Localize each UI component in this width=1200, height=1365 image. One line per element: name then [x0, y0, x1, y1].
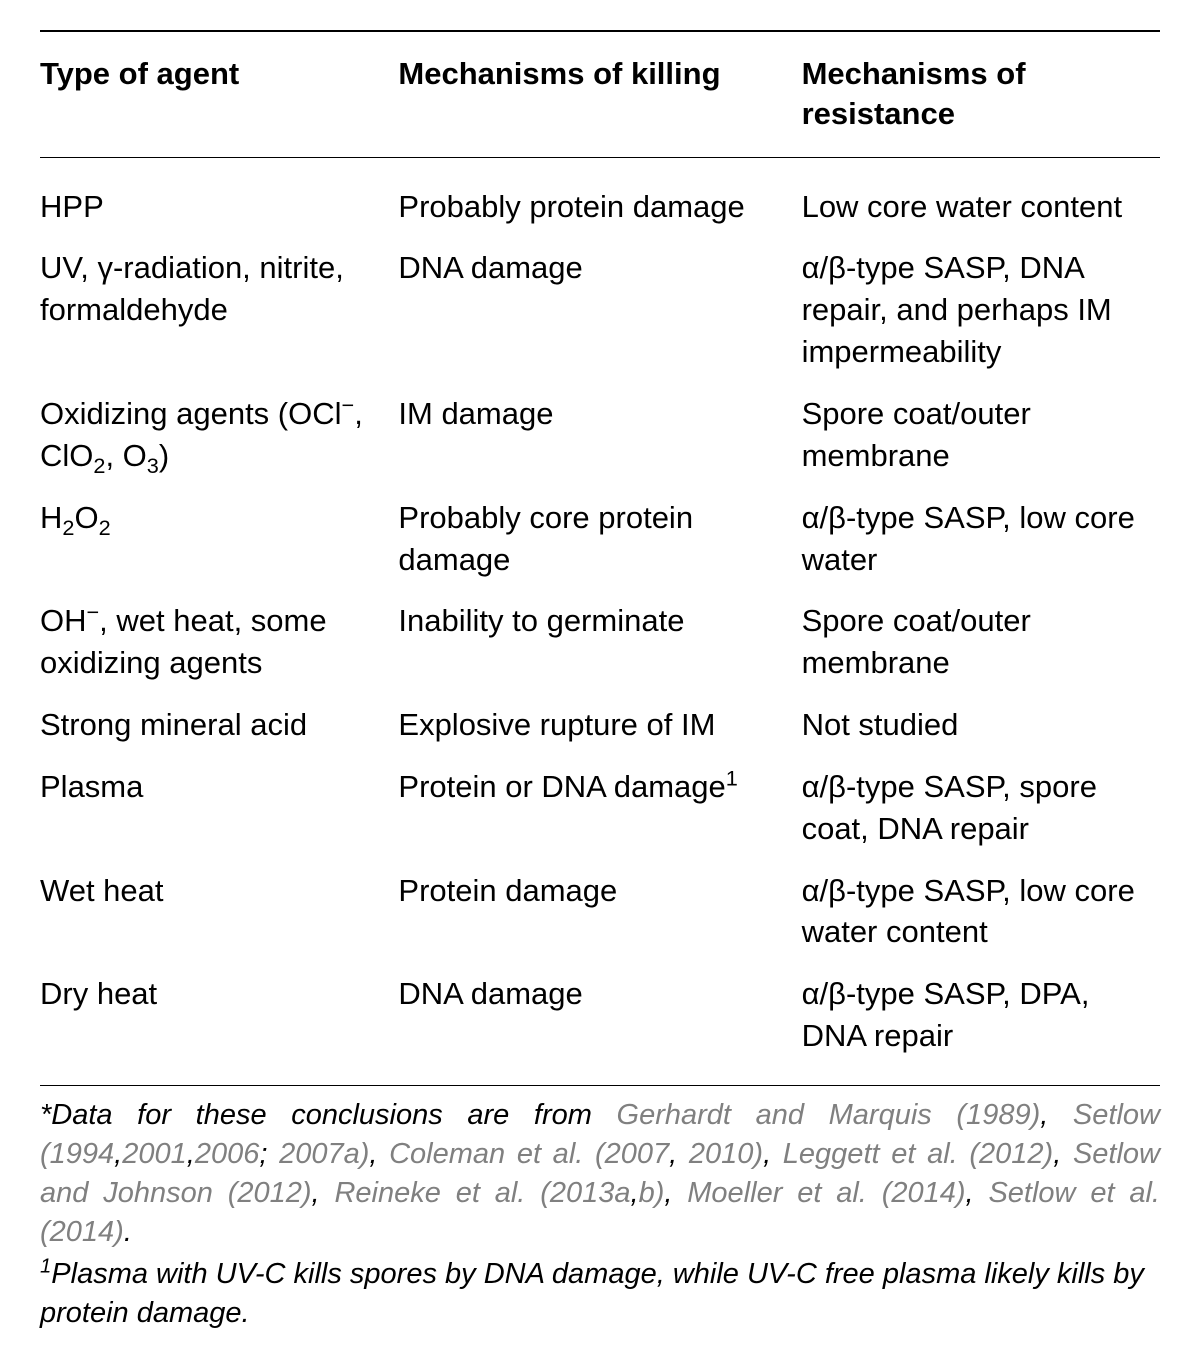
cell-agent: Dry heat — [40, 963, 398, 1085]
table-row: UV, γ-radiation, nitrite, formaldehydeDN… — [40, 237, 1160, 383]
cell-agent: OH−, wet heat, some oxidizing agents — [40, 590, 398, 694]
cell-resistance: α/β-type SASP, DNA repair, and perhaps I… — [802, 237, 1160, 383]
cell-agent: UV, γ-radiation, nitrite, formaldehyde — [40, 237, 398, 383]
col-header-agent: Type of agent — [40, 31, 398, 157]
cell-killing: IM damage — [398, 383, 801, 487]
table-row: PlasmaProtein or DNA damage1α/β-type SAS… — [40, 756, 1160, 860]
cell-resistance: Spore coat/outer membrane — [802, 383, 1160, 487]
footnote-plasma: 1Plasma with UV-C kills spores by DNA da… — [40, 1255, 1160, 1333]
cell-agent: Wet heat — [40, 860, 398, 964]
table-row: Dry heatDNA damageα/β-type SASP, DPA, DN… — [40, 963, 1160, 1085]
cell-resistance: Low core water content — [802, 157, 1160, 237]
cell-resistance: Not studied — [802, 694, 1160, 756]
cell-killing: Explosive rupture of IM — [398, 694, 801, 756]
cell-agent: Oxidizing agents (OCl−, ClO2, O3) — [40, 383, 398, 487]
col-header-resistance: Mechanisms of resistance — [802, 31, 1160, 157]
cell-agent: Plasma — [40, 756, 398, 860]
cell-resistance: α/β-type SASP, low core water content — [802, 860, 1160, 964]
cell-resistance: Spore coat/outer membrane — [802, 590, 1160, 694]
col-header-killing: Mechanisms of killing — [398, 31, 801, 157]
cell-killing: Inability to germinate — [398, 590, 801, 694]
cell-resistance: α/β-type SASP, low core water — [802, 487, 1160, 591]
table-row: Wet heatProtein damageα/β-type SASP, low… — [40, 860, 1160, 964]
table-row: HPPProbably protein damageLow core water… — [40, 157, 1160, 237]
table-body: HPPProbably protein damageLow core water… — [40, 157, 1160, 1085]
footnote-sources: *Data for these conclusions are from Ger… — [40, 1096, 1160, 1253]
cell-killing: DNA damage — [398, 963, 801, 1085]
table-row: OH−, wet heat, some oxidizing agentsInab… — [40, 590, 1160, 694]
cell-agent: Strong mineral acid — [40, 694, 398, 756]
cell-killing: Probably core protein damage — [398, 487, 801, 591]
cell-agent: H2O2 — [40, 487, 398, 591]
cell-killing: Probably protein damage — [398, 157, 801, 237]
cell-agent: HPP — [40, 157, 398, 237]
table-row: H2O2Probably core protein damageα/β-type… — [40, 487, 1160, 591]
table-row: Oxidizing agents (OCl−, ClO2, O3)IM dama… — [40, 383, 1160, 487]
footnotes: *Data for these conclusions are from Ger… — [40, 1096, 1160, 1333]
cell-killing: DNA damage — [398, 237, 801, 383]
table-row: Strong mineral acidExplosive rupture of … — [40, 694, 1160, 756]
cell-killing: Protein damage — [398, 860, 801, 964]
cell-resistance: α/β-type SASP, spore coat, DNA repair — [802, 756, 1160, 860]
cell-resistance: α/β-type SASP, DPA, DNA repair — [802, 963, 1160, 1085]
cell-killing: Protein or DNA damage1 — [398, 756, 801, 860]
table-header-row: Type of agent Mechanisms of killing Mech… — [40, 31, 1160, 157]
mechanisms-table: Type of agent Mechanisms of killing Mech… — [40, 30, 1160, 1086]
